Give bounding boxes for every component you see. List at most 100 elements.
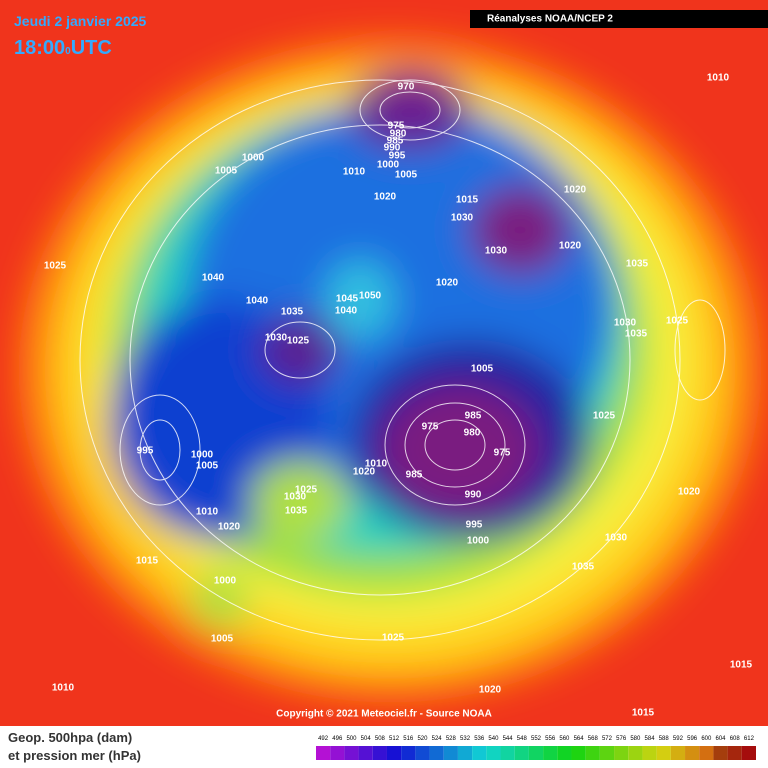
- source-box: [470, 10, 768, 28]
- isobar-label: 975: [494, 448, 511, 459]
- isobar-label: 1000: [191, 450, 214, 461]
- scale-swatch: [685, 746, 700, 760]
- isobar-label: 1010: [365, 459, 388, 470]
- date: Jeudi 2 janvier 2025: [14, 13, 147, 29]
- isobar-label: 1020: [353, 467, 376, 478]
- isobar-label: 1020: [559, 241, 582, 252]
- isobar-label: 1025: [382, 633, 405, 644]
- scale-swatch: [443, 746, 458, 760]
- scale-label: 556: [545, 736, 556, 742]
- scale-swatch: [500, 746, 515, 760]
- scale-label: 560: [559, 736, 570, 742]
- scale-label: 592: [673, 736, 684, 742]
- isobar-label: 995: [466, 520, 483, 531]
- scale-label: 544: [503, 736, 514, 742]
- isobar-label: 1035: [281, 307, 304, 318]
- scale-swatch: [585, 746, 600, 760]
- isobar-label: 1015: [136, 556, 159, 567]
- isobar-label: 1010: [707, 73, 730, 84]
- scale-swatch: [713, 746, 728, 760]
- isobar-label: 1010: [343, 167, 366, 178]
- scale-label: 528: [446, 736, 457, 742]
- isobar-label: 1030: [605, 533, 628, 544]
- scale-label: 584: [645, 736, 656, 742]
- scale-label: 604: [716, 736, 727, 742]
- scale-swatch: [727, 746, 742, 760]
- isobar-label: 1045: [336, 294, 359, 305]
- scale-label: 508: [375, 736, 386, 742]
- scale-label: 520: [417, 736, 428, 742]
- color-scale: 492 496 500 504 508 512 516 520 524 528 532 536 540 5…: [316, 736, 756, 760]
- isobar-label: 1005: [211, 634, 234, 645]
- scale-swatch: [557, 746, 572, 760]
- scale-label: 516: [403, 736, 414, 742]
- isobar-label: 985: [387, 136, 404, 147]
- time: 18:000UTC: [14, 37, 112, 59]
- isobar-label: 1030: [284, 492, 307, 503]
- source: Réanalyses NOAA/NCEP 2: [487, 14, 613, 25]
- scale-swatch: [372, 746, 387, 760]
- isobar-label: 1020: [678, 487, 701, 498]
- isobar-label: 1025: [593, 411, 616, 422]
- isobar-label: 1030: [265, 333, 288, 344]
- isobar-label: 990: [384, 143, 401, 154]
- scale-label: 492: [318, 736, 329, 742]
- isobar-label: 1040: [202, 273, 225, 284]
- scale-swatch: [741, 746, 756, 760]
- isobar-label: 1020: [564, 185, 587, 196]
- geopotential-field: [20, 40, 760, 700]
- isobar-label: 1005: [471, 364, 494, 375]
- scale-label: 504: [361, 736, 372, 742]
- isobar-label: 970: [398, 82, 415, 93]
- scale-swatch: [386, 746, 402, 760]
- isobar-label: 1050: [359, 291, 382, 302]
- isobar-label: 1000: [377, 160, 400, 171]
- scale-label: 512: [389, 736, 400, 742]
- scale-swatch: [571, 746, 586, 760]
- scale-swatch: [642, 746, 657, 760]
- isobar-label: 980: [464, 428, 481, 439]
- legend-line2: et pression mer (hPa): [8, 748, 141, 763]
- isobar-label: 1020: [436, 278, 459, 289]
- scale-label: 524: [432, 736, 443, 742]
- scale-swatch: [330, 746, 345, 760]
- isobar-label: 1025: [44, 261, 67, 272]
- isobars: [79, 79, 726, 641]
- scale-swatch: [401, 746, 416, 760]
- isobar-label: 1010: [52, 683, 75, 694]
- scale-swatch: [358, 746, 373, 760]
- isobar-label: 1000: [214, 576, 237, 587]
- scale-label: 596: [687, 736, 698, 742]
- isobar-label: 975: [422, 422, 439, 433]
- isobar-label: 1020: [479, 685, 502, 696]
- scale-label: 552: [531, 736, 542, 742]
- isobar-label: 1015: [456, 195, 479, 206]
- scale-label: 532: [460, 736, 471, 742]
- isobar-label: 995: [137, 446, 154, 457]
- isobar-label: 1025: [295, 485, 318, 496]
- isobar-label: 1035: [625, 329, 648, 340]
- scale-label: 572: [602, 736, 613, 742]
- isobar-label: 1040: [246, 296, 269, 307]
- scale-swatch: [543, 746, 558, 760]
- isobar-label: 985: [406, 470, 423, 481]
- scale-swatch: [528, 746, 544, 760]
- scale-label: 548: [517, 736, 528, 742]
- scale-swatch: [415, 746, 430, 760]
- scale-label: 540: [488, 736, 499, 742]
- isobar-label: 1030: [451, 213, 474, 224]
- isobar-label: 1000: [467, 536, 490, 547]
- isobar-label: 1035: [572, 562, 595, 573]
- scale-swatch: [486, 746, 501, 760]
- isobar-label: 975: [388, 121, 405, 132]
- scale-swatch: [628, 746, 643, 760]
- isobar-label: 1020: [218, 522, 241, 533]
- isobar-label: 1020: [374, 192, 397, 203]
- isobar-label: 1005: [395, 170, 418, 181]
- scale-swatch: [670, 746, 686, 760]
- scale-label: 612: [744, 736, 755, 742]
- isobar-label: 1025: [287, 336, 310, 347]
- scale-label: 576: [616, 736, 627, 742]
- time-value: 18:00: [14, 37, 65, 59]
